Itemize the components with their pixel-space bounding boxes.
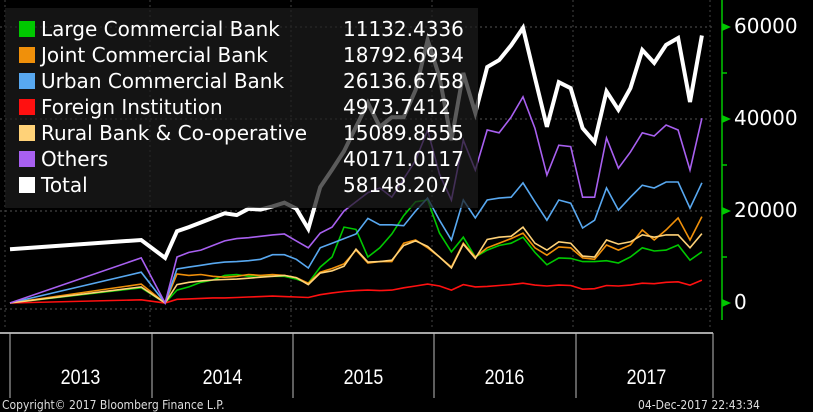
legend-swatch (19, 99, 35, 115)
y-major-tick (722, 299, 731, 307)
timestamp: 04-Dec-2017 22:43:34 (638, 398, 760, 412)
y-tick-label: 20000 (734, 198, 798, 222)
legend-swatch (19, 151, 35, 167)
legend-value: 26136.6758 (343, 69, 464, 93)
copyright: Copyright© 2017 Bloomberg Finance L.P. (2, 398, 225, 412)
legend-item: Others 40171.0117 (19, 146, 464, 172)
legend-value: 11132.4336 (343, 17, 464, 41)
legend-item: Joint Commercial Bank 18792.6934 (19, 42, 464, 68)
legend-item: Total 58148.207 (19, 172, 451, 198)
y-tick-label: 60000 (734, 14, 798, 38)
legend-swatch (19, 47, 35, 63)
legend-value: 40171.0117 (343, 147, 464, 171)
legend-swatch (19, 21, 35, 37)
y-major-tick (722, 23, 731, 31)
legend-swatch (19, 125, 35, 141)
y-tick-label: 40000 (734, 106, 798, 130)
legend-item: Urban Commercial Bank 26136.6758 (19, 68, 464, 94)
legend-value: 18792.6934 (343, 43, 464, 67)
y-tick-label: 0 (734, 290, 747, 314)
legend-label: Foreign Institution (41, 95, 223, 119)
x-tick-label: 2013 (60, 366, 101, 389)
series-line-rural-bank-co-operative (9, 225, 703, 305)
legend-item: Large Commercial Bank 11132.4336 (19, 16, 464, 42)
legend-label: Urban Commercial Bank (41, 69, 285, 93)
y-major-tick (722, 115, 731, 123)
y-major-tick (722, 207, 731, 215)
legend-label: Joint Commercial Bank (41, 43, 268, 67)
x-tick-label: 2015 (343, 366, 384, 389)
legend-value: 58148.207 (343, 173, 452, 197)
legend: Large Commercial Bank 11132.4336 Joint Com… (5, 8, 478, 208)
x-tick-label: 2017 (626, 366, 667, 389)
legend-item: Foreign Institution 4973.7412 (19, 94, 451, 120)
x-tick-label: 2014 (202, 366, 243, 389)
legend-value: 15089.8555 (343, 121, 464, 145)
x-tick-label: 2016 (484, 366, 525, 389)
legend-value: 4973.7412 (343, 95, 452, 119)
legend-label: Large Commercial Bank (41, 17, 280, 41)
legend-label: Total (41, 173, 88, 197)
legend-item: Rural Bank & Co-operative 15089.8555 (19, 120, 464, 146)
legend-swatch (19, 73, 35, 89)
legend-label: Others (41, 147, 109, 171)
series-line-foreign-institution (9, 279, 703, 304)
legend-swatch (19, 177, 35, 193)
legend-label: Rural Bank & Co-operative (41, 121, 308, 145)
